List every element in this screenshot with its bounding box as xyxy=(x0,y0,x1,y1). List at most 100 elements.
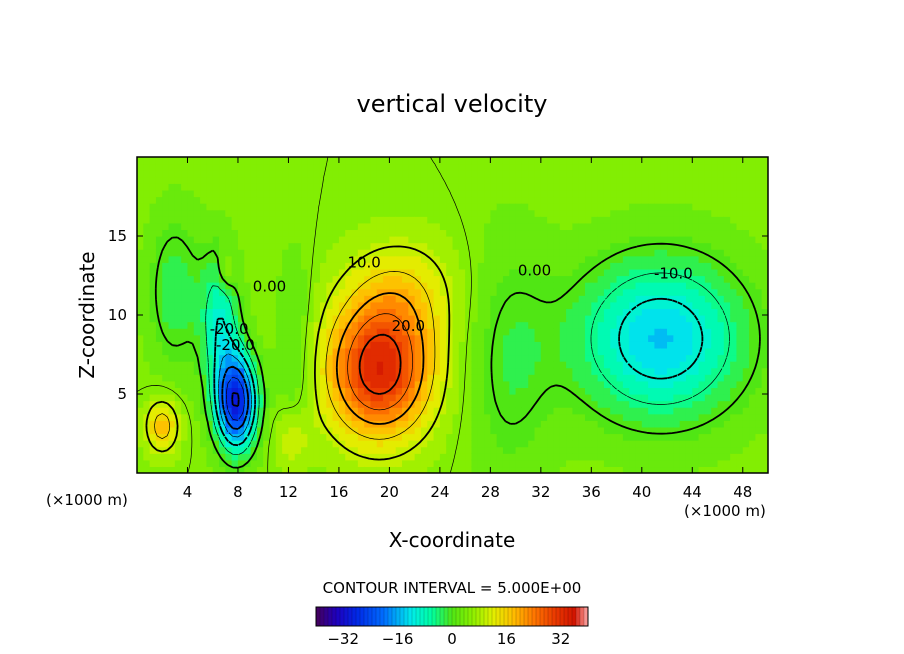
heatmap-cell xyxy=(301,157,308,165)
heatmap-cell xyxy=(704,354,712,362)
heatmap-cell xyxy=(351,433,359,441)
heatmap-cell xyxy=(521,446,529,454)
heatmap-cell xyxy=(168,426,176,435)
heatmap-cell xyxy=(490,176,498,184)
heatmap-cell xyxy=(559,216,567,224)
heatmap-cell xyxy=(704,183,712,191)
heatmap-cell xyxy=(471,222,479,231)
heatmap-cell xyxy=(477,268,485,277)
heatmap-cell xyxy=(149,176,157,184)
heatmap-cell xyxy=(616,229,624,237)
heatmap-cell xyxy=(749,216,756,224)
heatmap-cell xyxy=(338,242,346,250)
heatmap-cell xyxy=(667,301,674,310)
heatmap-cell xyxy=(566,196,573,204)
heatmap-cell xyxy=(181,295,189,303)
heatmap-cell xyxy=(370,407,378,415)
heatmap-cell xyxy=(597,459,605,468)
heatmap-cell xyxy=(477,170,485,178)
heatmap-cell xyxy=(502,374,510,382)
heatmap-cell xyxy=(364,196,372,204)
heatmap-cell xyxy=(635,163,643,171)
heatmap-cell xyxy=(200,308,208,316)
heatmap-cell xyxy=(610,400,618,408)
heatmap-cell xyxy=(622,400,630,408)
heatmap-cell xyxy=(742,209,750,217)
heatmap-cell xyxy=(679,216,687,224)
heatmap-cell xyxy=(673,400,681,408)
heatmap-cell xyxy=(256,367,264,375)
heatmap-cell xyxy=(250,426,258,435)
heatmap-cell xyxy=(263,459,271,468)
heatmap-cell xyxy=(490,203,498,211)
heatmap-cell xyxy=(673,308,681,316)
heatmap-cell xyxy=(635,407,643,415)
heatmap-cell xyxy=(294,170,302,178)
heatmap-cell xyxy=(730,203,738,211)
heatmap-cell xyxy=(143,288,151,296)
heatmap-cell xyxy=(742,249,750,257)
heatmap-cell xyxy=(692,209,700,217)
heatmap-cell xyxy=(288,334,296,342)
heatmap-cell xyxy=(231,413,239,421)
heatmap-cell xyxy=(673,380,681,389)
heatmap-cell xyxy=(370,308,378,316)
heatmap-cell xyxy=(685,209,693,217)
heatmap-cell xyxy=(193,216,201,224)
heatmap-cell xyxy=(162,203,170,211)
heatmap-cell xyxy=(383,262,390,270)
heatmap-cell xyxy=(187,354,195,362)
heatmap-cell xyxy=(471,440,479,448)
heatmap-cell xyxy=(250,466,258,473)
heatmap-cell xyxy=(143,367,151,375)
heatmap-cell xyxy=(275,328,283,336)
heatmap-cell xyxy=(749,189,756,198)
heatmap-cell xyxy=(553,361,561,369)
heatmap-cell xyxy=(660,249,668,257)
heatmap-cell xyxy=(730,446,738,454)
heatmap-cell xyxy=(528,249,536,257)
heatmap-cell xyxy=(622,196,630,204)
heatmap-cell xyxy=(572,203,580,211)
heatmap-cell xyxy=(559,367,567,375)
heatmap-cell xyxy=(585,354,592,362)
heatmap-cell xyxy=(452,453,460,461)
heatmap-cell xyxy=(187,407,195,415)
heatmap-cell xyxy=(395,216,403,224)
heatmap-cell xyxy=(698,301,706,310)
heatmap-cell xyxy=(679,255,687,263)
heatmap-cell xyxy=(237,170,245,178)
heatmap-cell xyxy=(559,275,567,283)
heatmap-cell xyxy=(149,209,157,217)
heatmap-cell xyxy=(294,347,302,356)
colorbar-swatch xyxy=(360,607,365,626)
heatmap-cell xyxy=(616,222,624,231)
heatmap-cell xyxy=(250,446,258,454)
heatmap-cell xyxy=(698,367,706,375)
heatmap-cell xyxy=(496,328,504,336)
heatmap-cell xyxy=(263,301,271,310)
heatmap-cell xyxy=(685,394,693,402)
heatmap-cell xyxy=(477,308,485,316)
heatmap-cell xyxy=(698,288,706,296)
heatmap-cell xyxy=(219,367,226,375)
heatmap-cell xyxy=(282,262,290,270)
heatmap-cell xyxy=(370,440,378,448)
heatmap-cell xyxy=(307,380,315,389)
heatmap-cell xyxy=(578,255,586,263)
heatmap-cell xyxy=(181,413,189,421)
heatmap-cell xyxy=(288,216,296,224)
heatmap-cell xyxy=(755,163,763,171)
heatmap-cell xyxy=(326,308,334,316)
heatmap-cell xyxy=(559,328,567,336)
heatmap-cell xyxy=(585,400,592,408)
heatmap-cell xyxy=(351,440,359,448)
heatmap-cell xyxy=(282,334,290,342)
heatmap-cell xyxy=(206,321,214,329)
heatmap-cell xyxy=(364,268,372,277)
heatmap-cell xyxy=(566,170,573,178)
heatmap-cell xyxy=(496,347,504,356)
heatmap-cell xyxy=(742,196,750,204)
heatmap-cell xyxy=(439,367,447,375)
